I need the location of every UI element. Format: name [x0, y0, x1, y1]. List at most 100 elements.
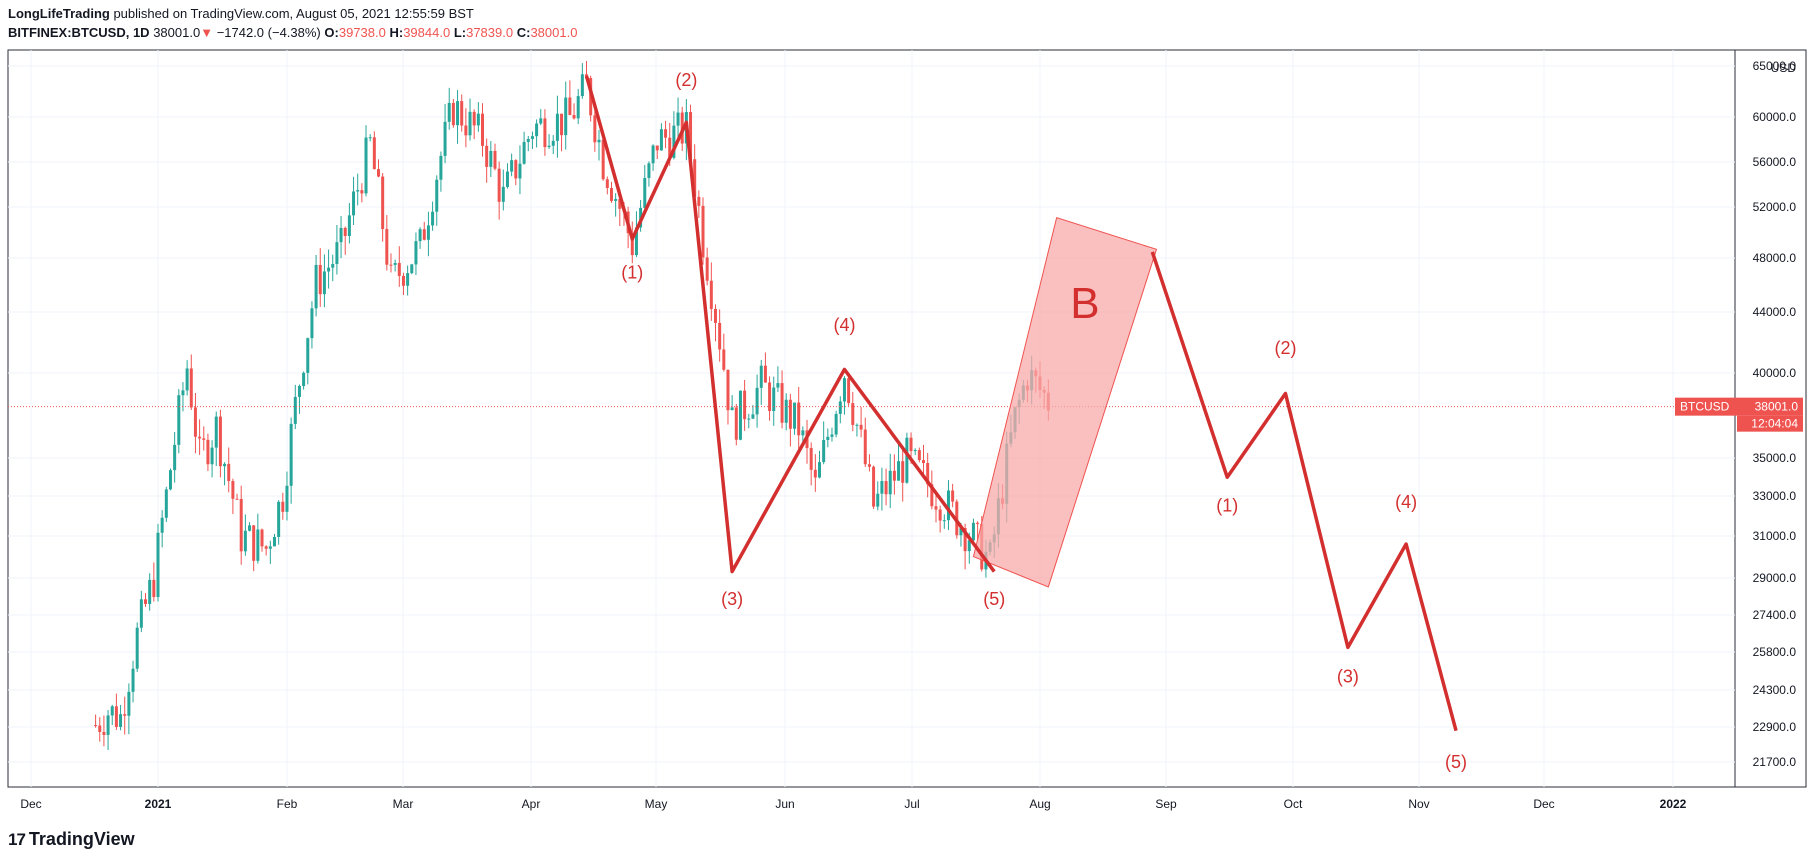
candle-body [576, 96, 580, 119]
author-name[interactable]: LongLifeTrading [8, 6, 110, 21]
candle-body [834, 413, 838, 435]
candle-body [347, 215, 351, 237]
high-label: H: [389, 25, 404, 40]
candle-body [718, 322, 722, 350]
y-tick-label: 29000.0 [1753, 571, 1797, 585]
candle-body [535, 123, 539, 137]
close-value: 38001.0 [530, 25, 578, 40]
candle-body [426, 225, 430, 240]
candle-body [909, 437, 913, 452]
y-tick-label: 48000.0 [1753, 251, 1797, 265]
candle-body [468, 111, 472, 136]
candle-body [605, 179, 609, 189]
candle-body [322, 271, 326, 295]
candle-body [709, 280, 713, 309]
y-tick-label: 44000.0 [1753, 305, 1797, 319]
candle-body [139, 599, 143, 628]
candle-body [235, 498, 239, 500]
candle-body [813, 469, 817, 478]
candle-body [248, 525, 252, 531]
candle-body [364, 137, 368, 194]
candle-body [435, 179, 439, 212]
candle-body [951, 490, 955, 502]
candle-body [851, 403, 855, 425]
wave-label: (1) [621, 263, 643, 283]
candle-body [460, 101, 464, 126]
candle-body [697, 196, 701, 206]
x-tick-label: May [645, 797, 668, 811]
candle-body [609, 188, 613, 201]
candle-body [481, 113, 485, 146]
candle-body [905, 437, 909, 483]
candle-body [880, 481, 884, 494]
candle-body [593, 115, 597, 143]
candle-body [693, 159, 697, 197]
candle-body [801, 430, 805, 436]
candle-body [214, 416, 218, 448]
candle-body [630, 233, 634, 256]
x-tick-label: Aug [1029, 797, 1050, 811]
brand-name: TradingView [28, 829, 135, 849]
candle-body [672, 125, 676, 158]
candle-body [181, 390, 185, 396]
candle-body [501, 186, 505, 202]
candle-body [231, 481, 235, 499]
candle-body [148, 579, 152, 604]
candle-body [618, 199, 622, 209]
channel-label: B [1070, 279, 1099, 328]
y-tick-label: 24300.0 [1753, 683, 1797, 697]
close-label: C: [516, 25, 531, 40]
candle-body [297, 385, 301, 397]
candle-body [281, 501, 285, 512]
candle-body [547, 145, 551, 148]
candle-body [564, 97, 568, 136]
candle-body [580, 74, 584, 97]
chart-frame [7, 49, 1807, 788]
x-tick-label: Dec [1533, 797, 1554, 811]
candle-body [451, 102, 455, 126]
candle-body [418, 229, 422, 242]
candle-body [335, 242, 339, 265]
candle-body [202, 438, 206, 440]
candle-body [243, 530, 247, 552]
candle-body [318, 264, 322, 295]
candle-body [356, 190, 360, 192]
candle-body [934, 506, 938, 510]
x-tick-label: Oct [1284, 797, 1303, 811]
candle-body [634, 227, 638, 256]
y-tick-label: 27400.0 [1753, 608, 1797, 622]
wave-label: (2) [675, 70, 697, 90]
candle-body [168, 470, 172, 490]
candle-body [252, 525, 256, 561]
chart-header: LongLifeTrading published on TradingView… [8, 4, 577, 42]
y-tick-label: 40000.0 [1753, 366, 1797, 380]
y-tick-label: 31000.0 [1753, 529, 1797, 543]
candle-body [456, 101, 460, 126]
candle-body [863, 429, 867, 465]
candle-body [189, 368, 193, 408]
candle-body [164, 489, 168, 518]
candle-body [838, 401, 842, 414]
candle-body [327, 267, 331, 272]
candle-body [431, 211, 435, 226]
candle-body [867, 464, 871, 467]
candle-body [343, 227, 347, 237]
channel-b [972, 216, 1158, 588]
candle-body [110, 706, 114, 716]
y-tick-label: 65000.0 [1753, 59, 1797, 73]
y-tick-label: 56000.0 [1753, 155, 1797, 169]
candle-body [917, 450, 921, 461]
y-tick-label: 35000.0 [1753, 451, 1797, 465]
candle-body [963, 528, 967, 552]
candle-body [177, 395, 181, 445]
publish-info: published on TradingView.com, August 05,… [113, 6, 474, 21]
candle-body [272, 536, 276, 547]
candle-body [264, 546, 268, 549]
candle-body [971, 522, 975, 541]
price-label-symbol: BTCUSD [1680, 400, 1730, 414]
candle-body [730, 407, 734, 411]
y-tick-label: 60000.0 [1753, 110, 1797, 124]
x-tick-label: Apr [522, 797, 541, 811]
countdown-value: 12:04:04 [1751, 417, 1798, 431]
